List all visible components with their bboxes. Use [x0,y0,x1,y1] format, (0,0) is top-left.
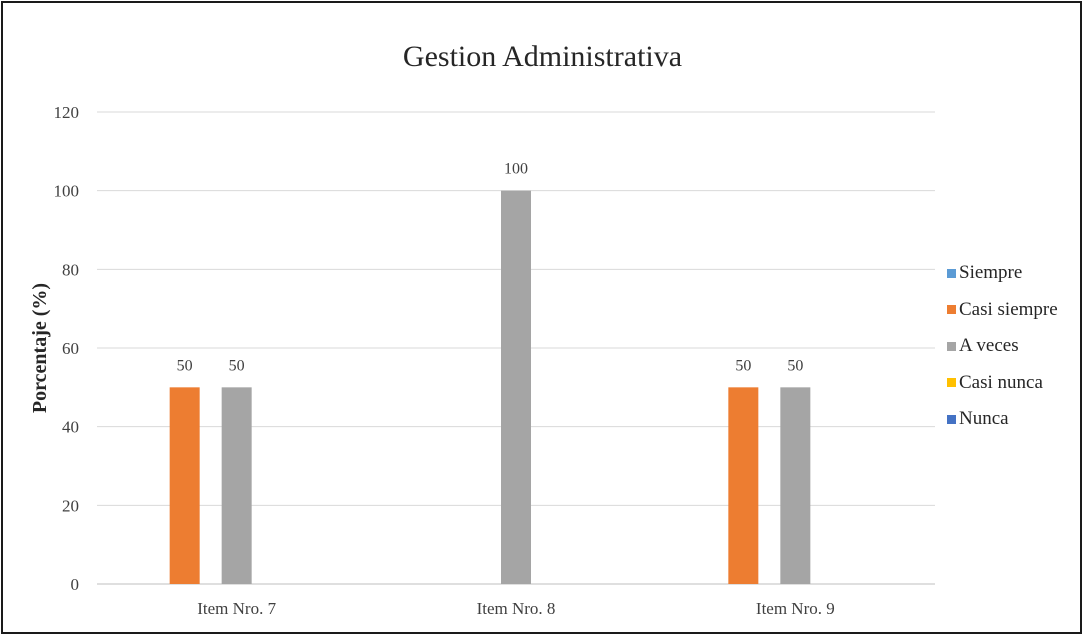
legend-swatch [947,414,956,424]
data-labels: 50 50 100 50 50 [177,161,804,375]
data-label: 50 [735,357,751,374]
legend-item: Casi nunca [947,365,1058,402]
y-tick-label: 100 [54,182,80,201]
y-tick-label: 40 [62,418,79,437]
legend-swatch [947,378,956,388]
legend-item: Siempre [947,255,1058,292]
y-axis-ticks: 0 20 40 60 80 100 120 [54,103,80,594]
bar [169,387,200,584]
bar [221,387,252,584]
y-tick-label: 20 [62,496,79,515]
legend-label: Casi siempre [959,298,1058,320]
data-label: 50 [229,357,245,374]
y-tick-label: 80 [62,260,79,279]
x-tick-label: Item Nro. 8 [477,599,556,618]
x-axis-ticks: Item Nro. 7 Item Nro. 8 Item Nro. 9 [197,599,835,618]
bar [501,190,531,584]
y-tick-label: 120 [54,103,80,122]
bars [169,190,811,584]
x-tick-label: Item Nro. 7 [197,599,276,618]
legend-label: Casi nunca [959,371,1043,393]
legend-swatch [947,268,956,278]
legend-item: Nunca [947,401,1058,438]
data-label: 50 [177,357,193,374]
legend-label: A veces [959,335,1019,357]
data-label: 50 [787,357,803,374]
legend: Siempre Casi siempre A veces Casi nunca Nunc… [947,255,1058,438]
legend-item: Casi siempre [947,292,1058,329]
bar [728,387,759,584]
legend-item: A veces [947,328,1058,365]
x-tick-label: Item Nro. 9 [756,599,835,618]
y-axis-label: Porcentaje (%) [29,283,51,413]
legend-label: Nunca [959,408,1009,430]
y-tick-label: 60 [62,339,79,358]
data-label: 100 [504,161,528,178]
legend-label: Siempre [959,262,1023,284]
legend-swatch [947,305,956,315]
y-tick-label: 0 [71,575,80,594]
bar [780,387,811,584]
chart-title: Gestion Administrativa [402,40,683,73]
legend-swatch [947,341,956,351]
